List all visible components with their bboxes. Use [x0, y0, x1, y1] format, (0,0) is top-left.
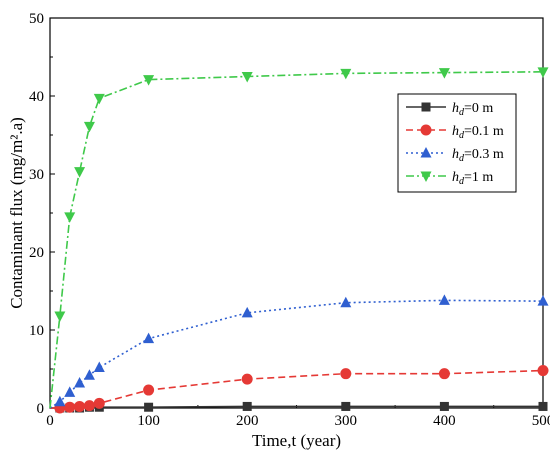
data-point — [54, 311, 66, 322]
axes: 0 100 200 300 400 500 0 10 20 30 40 50 — [29, 11, 550, 429]
data-point — [438, 368, 450, 380]
data-point — [74, 400, 86, 412]
data-point — [340, 368, 352, 380]
legend: hd=0 m hd=0.1 m hd=0.3 m hd=1 m — [397, 93, 517, 193]
x-tick-label-4: 400 — [433, 413, 456, 429]
data-point — [64, 212, 76, 223]
x-tick-label-5: 500 — [532, 413, 550, 429]
series-1 — [50, 365, 549, 414]
data-point — [64, 386, 76, 397]
legend-marker-0 — [421, 102, 431, 112]
series-line-1 — [50, 369, 544, 409]
x-tick-label-2: 200 — [236, 413, 259, 429]
legend-label-1: hd=0.1 m — [452, 124, 504, 141]
data-point — [439, 401, 449, 411]
legend-marker-3 — [420, 171, 432, 182]
y-axis-title: Contaminant flux (mg/m².a) — [7, 117, 26, 309]
data-point — [143, 332, 155, 344]
x-tick-label-3: 300 — [335, 413, 358, 429]
data-point — [74, 167, 86, 178]
y-tick-label-2: 20 — [29, 245, 44, 261]
legend-label-0: hd=0 m — [452, 101, 493, 118]
data-point — [83, 400, 95, 412]
series-line-2 — [49, 299, 544, 409]
legend-label-2: hd=0.3 m — [452, 147, 504, 164]
data-point — [241, 373, 253, 385]
x-tick-label-0: 0 — [46, 413, 54, 429]
data-point — [438, 294, 450, 305]
legend-marker-2 — [420, 147, 432, 158]
legend-marker-1 — [420, 124, 432, 136]
data-point — [537, 365, 549, 377]
series-0 — [50, 401, 548, 413]
data-point — [93, 93, 105, 105]
y-tick-label-0: 0 — [37, 401, 45, 417]
data-point — [241, 72, 253, 83]
data-point — [537, 67, 549, 78]
data-point — [74, 377, 86, 388]
data-point — [143, 384, 155, 396]
data-point — [340, 68, 352, 80]
data-point — [241, 306, 253, 318]
data-point — [64, 401, 76, 413]
data-point — [242, 401, 252, 411]
series-3 — [49, 67, 549, 409]
x-axis-title: Time,t (year) — [252, 431, 341, 450]
data-point — [143, 75, 155, 86]
series-line-3 — [49, 71, 544, 409]
data-point — [83, 369, 95, 380]
plot-frame — [49, 17, 544, 409]
y-tick-label-1: 10 — [29, 323, 44, 339]
data-point — [341, 401, 351, 411]
data-point — [83, 121, 95, 133]
y-tick-label-3: 30 — [29, 167, 44, 183]
data-point — [340, 296, 352, 308]
data-point — [438, 68, 450, 79]
data-point — [537, 295, 549, 306]
data-point — [144, 402, 154, 412]
series-2 — [49, 294, 549, 409]
legend-label-3: hd=1 m — [452, 170, 493, 187]
data-point — [538, 401, 548, 411]
series-layer — [49, 67, 549, 414]
data-point — [54, 395, 66, 407]
y-tick-label-5: 50 — [29, 11, 44, 27]
data-point — [93, 361, 105, 372]
y-tick-label-4: 40 — [29, 89, 44, 105]
x-tick-label-1: 100 — [137, 413, 160, 429]
data-point — [93, 397, 105, 409]
